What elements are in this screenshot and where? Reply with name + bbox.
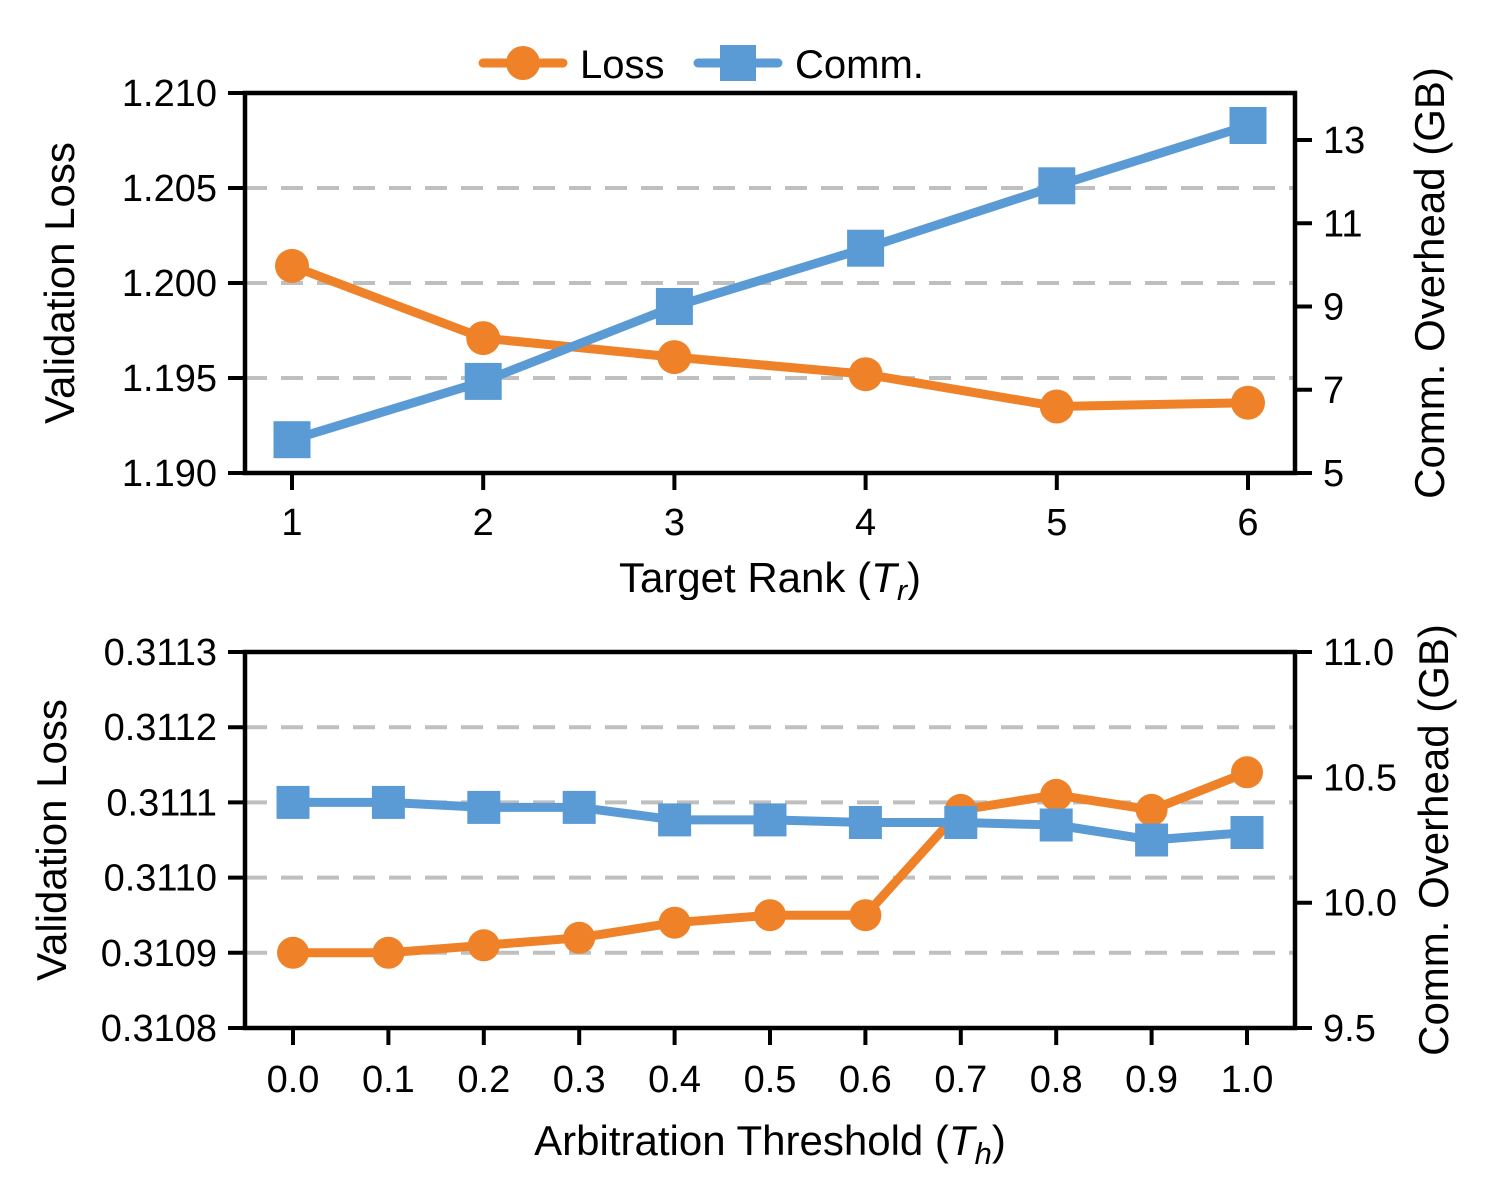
y-tick-label-right: 10.0 <box>1323 883 1397 925</box>
x-tick-label: 0.0 <box>267 1059 320 1101</box>
data-point-square <box>658 803 692 837</box>
y-tick-label-left: 0.3111 <box>106 782 217 824</box>
x-tick-label: 6 <box>1237 502 1258 544</box>
legend: Loss Comm. <box>478 43 924 87</box>
data-point-square <box>847 229 885 267</box>
data-point-square <box>944 806 978 839</box>
series-line <box>287 261 1253 411</box>
y-tick-label-right: 5 <box>1323 453 1344 495</box>
data-point-circle <box>372 936 405 969</box>
x-tick-label: 4 <box>855 502 876 544</box>
data-point-square <box>848 806 882 839</box>
x-tick-label: 0.4 <box>648 1059 701 1101</box>
y-tick-label-left: 1.200 <box>122 263 217 305</box>
data-point-circle <box>466 321 501 356</box>
y-tick-label-right: 7 <box>1323 370 1344 412</box>
data-point-circle <box>1231 756 1263 789</box>
y-tick-label-right: 9.5 <box>1323 1008 1376 1050</box>
top-left-y-axis-label: Validation Loss <box>36 142 83 424</box>
top-chart-axes-layer <box>228 90 1312 490</box>
x-tick-label: 0.1 <box>362 1059 415 1101</box>
series-loss <box>277 756 1263 969</box>
plot-border <box>242 649 1298 1031</box>
bottom-chart-ticklabel-layer: 0.0 0.1 0.2 0.3 0.4 0.5 0.6 0.7 0.8 0.9 1.0 0.3113 0… <box>101 632 1397 1101</box>
top-chart-ticklabel-layer: 1 2 3 4 5 6 1.210 1.205 1.200 1.195 1.190 13 11 9 7 5 <box>122 73 1365 544</box>
y-tick-label-right: 11.0 <box>1323 632 1394 674</box>
data-point-square <box>562 790 596 824</box>
y-tick-label-left: 0.3109 <box>101 933 217 975</box>
y-tick-label-left: 0.3113 <box>104 632 217 674</box>
legend-loss-label: Loss <box>580 43 665 87</box>
data-point-square <box>273 421 311 459</box>
x-tick-label: 2 <box>473 502 494 544</box>
x-tick-label: 0.7 <box>934 1059 987 1101</box>
data-point-circle <box>848 357 883 392</box>
data-point-square <box>1229 107 1267 144</box>
bottom-x-axis-label: Arbitration Threshold (Th) <box>534 1117 1006 1171</box>
x-tick-label: 5 <box>1046 502 1067 544</box>
x-tick-label: 0.2 <box>457 1059 510 1101</box>
x-tick-label: 1.0 <box>1221 1059 1274 1101</box>
data-point-circle <box>467 929 500 962</box>
y-tick-label-left: 0.3108 <box>101 1008 217 1050</box>
plot-border <box>242 90 1298 476</box>
data-point-square <box>276 785 310 819</box>
data-point-circle <box>658 906 691 939</box>
series-comm <box>276 785 1264 857</box>
top-x-axis-label: Target Rank (Tr) <box>619 554 921 600</box>
y-tick-label-left: 0.3110 <box>104 858 217 900</box>
data-point-square <box>467 790 501 824</box>
data-point-circle <box>849 899 882 932</box>
bottom-chart: 0.0 0.1 0.2 0.3 0.4 0.5 0.6 0.7 0.8 0.9 1.0 0.3113 0… <box>28 624 1457 1171</box>
data-point-square <box>753 803 787 837</box>
data-point-circle <box>754 899 786 932</box>
x-tick-label: 0.5 <box>744 1059 797 1101</box>
top-chart-grid-layer <box>245 186 1295 380</box>
data-point-circle <box>1135 793 1168 826</box>
legend-loss-marker-icon <box>506 46 540 80</box>
y-tick-label-right: 9 <box>1323 287 1344 329</box>
data-point-circle <box>1039 389 1074 424</box>
data-point-square <box>1039 808 1073 842</box>
y-tick-label-left: 0.3112 <box>104 707 217 749</box>
x-tick-label: 0.6 <box>839 1059 892 1101</box>
x-tick-label: 1 <box>281 502 302 544</box>
data-point-circle <box>657 340 692 375</box>
x-tick-label: 3 <box>664 502 685 544</box>
y-tick-label-right: 10.5 <box>1323 757 1397 799</box>
data-point-circle <box>1040 778 1073 811</box>
y-tick-label-right: 13 <box>1323 120 1365 162</box>
data-point-square <box>1230 816 1264 849</box>
top-right-y-axis-label: Comm. Overhead (GB) <box>1406 67 1453 499</box>
top-chart-series-layer <box>273 107 1267 459</box>
data-point-square <box>1038 167 1076 205</box>
series-line <box>287 121 1253 445</box>
data-point-circle <box>1231 385 1265 420</box>
y-tick-label-left: 1.190 <box>122 453 217 495</box>
x-tick-label: 0.3 <box>553 1059 606 1101</box>
data-point-square <box>655 288 693 325</box>
data-point-circle <box>275 248 309 283</box>
bottom-chart-axes-layer <box>228 649 1312 1045</box>
bottom-right-y-axis-label: Comm. Overhead (GB) <box>1410 624 1457 1056</box>
y-tick-label-left: 1.210 <box>122 73 217 115</box>
data-point-square <box>371 785 405 819</box>
data-point-circle <box>563 921 596 954</box>
data-point-circle <box>277 936 309 969</box>
x-tick-label: 0.8 <box>1030 1059 1083 1101</box>
top-chart: 1 2 3 4 5 6 1.210 1.205 1.200 1.195 1.190 13 11 9 7 5 L… <box>36 43 1453 600</box>
y-tick-label-left: 1.195 <box>122 358 217 400</box>
x-tick-label: 0.9 <box>1125 1059 1178 1101</box>
bottom-left-y-axis-label: Validation Loss <box>28 699 75 981</box>
series-comm <box>273 107 1267 459</box>
bottom-chart-series-layer <box>276 756 1264 969</box>
data-point-square <box>464 362 502 400</box>
series-loss <box>275 248 1265 424</box>
y-tick-label-left: 1.205 <box>122 168 217 210</box>
y-tick-label-right: 11 <box>1323 203 1362 245</box>
data-point-square <box>1135 823 1169 857</box>
legend-comm-marker-icon <box>720 45 756 81</box>
legend-comm-label: Comm. <box>795 43 924 87</box>
